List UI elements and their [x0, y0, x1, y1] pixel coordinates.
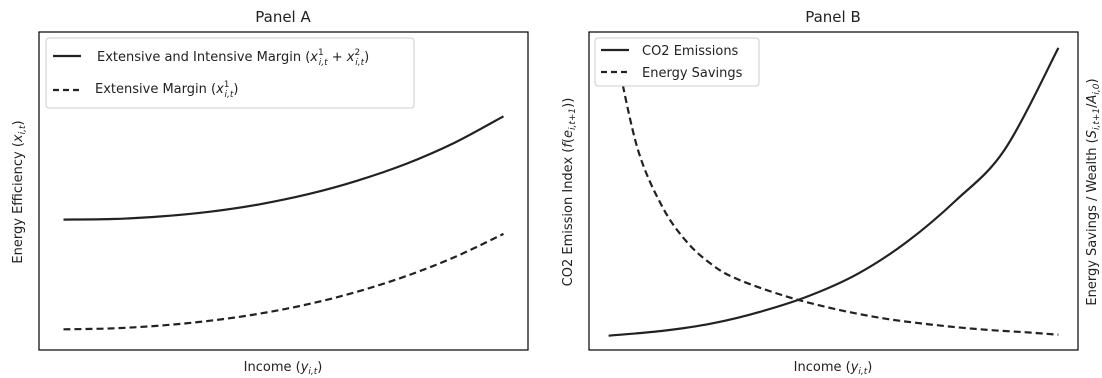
panel-a-series-solid-line [63, 115, 505, 221]
panel-b-title: Panel B [805, 8, 861, 26]
panel-b-legend: CO2 Emissions Energy Savings [594, 37, 760, 87]
panel-a-y-axis-label: Energy Efficiency (xi,t) [11, 120, 28, 263]
panel-a-legend-item-extensive: Extensive Margin (x1 i,t) [95, 80, 238, 100]
panel-a-plot-frame [38, 31, 529, 351]
panel-b-legend-item-co2: CO2 Emissions [642, 44, 739, 59]
panel-a-legend-item-extensive-intensive: Extensive and Intensive Margin (x1 i,t + … [97, 48, 369, 68]
panel-b-legend-box [594, 37, 760, 87]
panel-a-series-dashed-line [63, 232, 504, 331]
panel-a-plot-area [63, 115, 505, 331]
panel-a-legend-box [45, 37, 415, 109]
panel-b-series-solid-line [608, 47, 1060, 337]
panel-b-series-dashed-line [617, 63, 1059, 336]
panel-b: Panel B Income (yi,t) CO2 Emission Index… [561, 8, 1102, 377]
panel-b-legend-item-energy-savings: Energy Savings [642, 66, 743, 81]
panel-b-x-axis-label: Income (yi,t) [794, 360, 873, 377]
panel-a-legend: Extensive and Intensive Margin (x1 i,t + … [45, 37, 415, 109]
panel-b-y-axis-label-left: CO2 Emission Index (f(ei,t+1)) [561, 98, 578, 287]
panel-a-title: Panel A [255, 8, 311, 26]
panel-b-plot-frame [588, 31, 1079, 351]
panel-a-x-axis-label: Income (yi,t) [244, 360, 323, 377]
panel-b-y-axis-label-right: Energy Savings / Wealth (Si,t+1/Ai,0) [1085, 78, 1102, 305]
panel-b-plot-area [608, 47, 1060, 337]
panel-a: Panel A Income (yi,t) Energy Efficiency … [11, 8, 529, 377]
